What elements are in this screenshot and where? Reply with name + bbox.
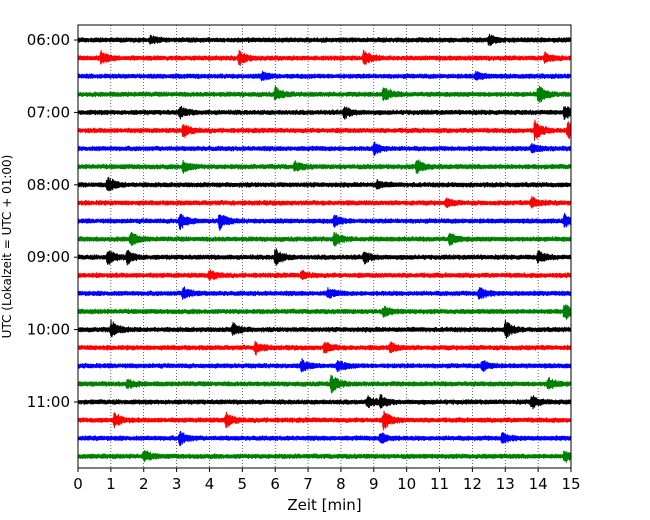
x-tick-label: 10	[397, 475, 416, 493]
x-tick-label: 5	[238, 475, 248, 493]
trace-row-1130	[77, 430, 572, 447]
x-tick-label: 2	[139, 475, 149, 493]
x-tick-label: 8	[336, 475, 346, 493]
trace-row-0700	[77, 105, 572, 121]
trace-row-0745	[77, 159, 572, 175]
trace-row-0615	[77, 49, 572, 66]
trace-row-0715	[77, 119, 572, 142]
trace-row-1115	[77, 410, 572, 431]
trace-row-0815	[77, 195, 572, 209]
y-tick-label: 07:00	[27, 103, 70, 121]
x-tick-label: 13	[496, 475, 515, 493]
x-tick-label: 1	[106, 475, 116, 493]
x-tick-label: 4	[205, 475, 215, 493]
x-tick-label: 9	[369, 475, 379, 493]
x-gridlines	[110, 25, 539, 468]
y-tick-label: 11:00	[27, 393, 70, 411]
x-tick-label: 14	[529, 475, 548, 493]
trace-row-0945	[77, 304, 572, 320]
trace-row-1045	[77, 374, 572, 394]
trace-row-1145	[77, 450, 572, 463]
plot-frame	[77, 24, 572, 469]
x-tick-label: 0	[73, 475, 83, 493]
x-tick-label: 6	[270, 475, 280, 493]
trace-row-0830	[77, 212, 572, 231]
trace-row-0645	[77, 85, 572, 104]
y-tick-label: 06:00	[27, 31, 70, 49]
trace-row-0915	[77, 269, 572, 281]
x-tick-label: 12	[463, 475, 482, 493]
x-tick-label: 7	[303, 475, 313, 493]
y-axis-ticks: 06:00 07:00 08:00 09:00 10:00 11:00	[27, 31, 78, 411]
trace-row-0800	[77, 176, 572, 192]
seismic-traces	[77, 33, 572, 463]
x-axis-ticks: 0 1 2 3 4 5 6 7 8 9 10 11 12 13 14 15	[73, 468, 581, 493]
y-tick-label: 10:00	[27, 321, 70, 339]
trace-row-0930	[77, 286, 572, 300]
trace-row-1100	[77, 394, 572, 410]
trace-row-0730	[77, 141, 572, 156]
trace-row-1030	[77, 358, 572, 373]
trace-row-0900	[77, 248, 572, 266]
y-axis-label: UTC (Lokalzeit = UTC + 01:00)	[0, 155, 14, 339]
x-tick-label: 3	[172, 475, 182, 493]
y-tick-label: 09:00	[27, 248, 70, 266]
trace-row-0630	[77, 70, 572, 82]
trace-row-1000	[77, 319, 572, 339]
x-axis-label: Zeit [min]	[287, 496, 361, 514]
x-tick-label: 15	[561, 475, 580, 493]
trace-row-0600	[77, 33, 572, 47]
trace-row-1015	[77, 340, 572, 356]
y-tick-label: 08:00	[27, 176, 70, 194]
x-tick-label: 11	[430, 475, 449, 493]
trace-row-0845	[77, 231, 572, 247]
